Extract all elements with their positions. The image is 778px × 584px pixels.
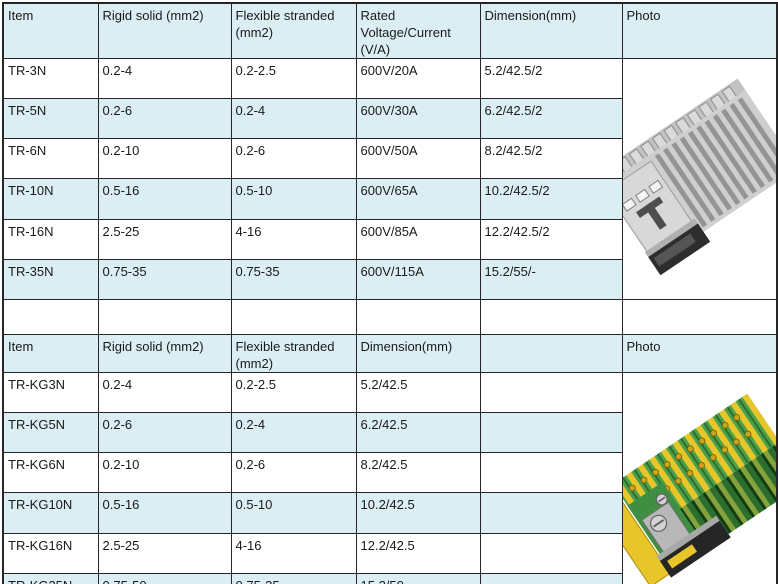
value-cell: 0.5-10: [230, 492, 357, 534]
header-cell-rigid-solid: Rigid solid (mm2): [97, 2, 232, 59]
item-cell: TR-KG10N: [2, 492, 99, 534]
value-cell: 0.2-4: [230, 98, 357, 140]
item-cell: TR-KG3N: [2, 371, 99, 414]
header-cell-flexible-stranded: Flexible stranded (mm2): [230, 2, 357, 59]
table-row: TR-3N 0.2-4 0.2-2.5 600V/20A 5.2/42.5/2: [2, 57, 778, 300]
value-cell: 600V/20A: [355, 57, 481, 100]
value-cell: 0.75-35: [97, 258, 232, 301]
blank-cell: [479, 492, 623, 534]
table-row: TR-KG35N 0.75-50 0.75-35 15.2/50: [2, 572, 777, 584]
value-cell: 8.2/42.5/2: [479, 138, 623, 180]
value-cell: 5.2/42.5/2: [479, 57, 623, 100]
item-cell: TR-KG16N: [2, 532, 99, 574]
header-cell-blank: [479, 334, 623, 373]
table2-header-row: Item Rigid solid (mm2) Flexible stranded…: [2, 334, 778, 373]
value-cell: 12.2/42.5/2: [479, 218, 623, 260]
item-cell: TR-16N: [2, 218, 99, 260]
blank-cell: [479, 532, 623, 574]
item-cell: TR-3N: [2, 57, 99, 100]
item-cell: TR-KG35N: [2, 572, 99, 584]
value-cell: 2.5-25: [97, 532, 232, 574]
value-cell: 6.2/42.5/2: [479, 98, 623, 140]
value-cell: 2.5-25: [97, 218, 232, 260]
table-row: TR-KG3N 0.2-4 0.2-2.5 5.2/42.5: [2, 371, 778, 584]
value-cell: 0.2-4: [97, 57, 232, 100]
header-cell-item: Item: [2, 2, 99, 59]
value-cell: 0.2-2.5: [230, 57, 357, 100]
value-cell: 600V/30A: [355, 98, 481, 140]
value-cell: 0.2-4: [97, 371, 232, 414]
blank-cell: [479, 572, 623, 584]
spacer-row: [2, 299, 778, 335]
value-cell: 0.5-16: [97, 492, 232, 534]
spacer-cell: [97, 299, 232, 335]
spacer-cell: [2, 299, 99, 335]
blank-cell: [479, 452, 623, 494]
item-cell: TR-6N: [2, 138, 99, 180]
value-cell: 0.2-2.5: [230, 371, 357, 414]
value-cell: 0.75-35: [230, 572, 357, 584]
value-cell: 0.2-4: [230, 412, 357, 454]
value-cell: 10.2/42.5/2: [479, 178, 623, 220]
value-cell: 0.5-10: [230, 178, 357, 220]
header-cell-flexible-stranded: Flexible stranded (mm2): [230, 334, 357, 373]
item-cell: TR-5N: [2, 98, 99, 140]
item-cell: TR-35N: [2, 258, 99, 301]
value-cell: 15.2/55/-: [479, 258, 623, 301]
value-cell: 15.2/50: [355, 572, 481, 584]
value-cell: 0.2-6: [97, 98, 232, 140]
gray-terminal-block-photo: [623, 78, 776, 276]
table-row: TR-6N 0.2-10 0.2-6 600V/50A 8.2/42.5/2: [2, 138, 777, 180]
value-cell: 5.2/42.5: [355, 371, 481, 414]
header-cell-dimension: Dimension(mm): [355, 334, 481, 373]
value-cell: 6.2/42.5: [355, 412, 481, 454]
header-cell-photo: Photo: [621, 2, 778, 59]
value-cell: 0.2-10: [97, 452, 232, 494]
spacer-cell: [479, 299, 623, 335]
item-cell: TR-10N: [2, 178, 99, 220]
value-cell: 4-16: [230, 218, 357, 260]
header-cell-rated-voltage-current: Rated Voltage/Current (V/A): [355, 2, 481, 59]
value-cell: 0.2-6: [230, 138, 357, 180]
header-cell-photo: Photo: [621, 334, 778, 373]
value-cell: 12.2/42.5: [355, 532, 481, 574]
value-cell: 0.2-6: [97, 412, 232, 454]
header-cell-dimension: Dimension(mm): [479, 2, 623, 59]
value-cell: 0.2-10: [97, 138, 232, 180]
spacer-cell: [621, 299, 778, 335]
value-cell: 0.2-6: [230, 452, 357, 494]
value-cell: 0.5-16: [97, 178, 232, 220]
item-cell: TR-KG5N: [2, 412, 99, 454]
blank-cell: [479, 412, 623, 454]
value-cell: 10.2/42.5: [355, 492, 481, 534]
photo-cell-gray-terminal-block: [621, 58, 778, 300]
value-cell: 600V/85A: [355, 218, 481, 260]
value-cell: 4-16: [230, 532, 357, 574]
header-cell-rigid-solid: Rigid solid (mm2): [97, 334, 232, 373]
value-cell: 600V/115A: [355, 258, 481, 301]
table1-header-row: Item Rigid solid (mm2) Flexible stranded…: [2, 2, 778, 59]
value-cell: 0.75-50: [97, 572, 232, 584]
spacer-cell: [230, 299, 357, 335]
blank-cell: [479, 371, 623, 414]
green-yellow-terminal-block-photo: [623, 393, 776, 584]
item-cell: TR-KG6N: [2, 452, 99, 494]
value-cell: 600V/50A: [355, 138, 481, 180]
value-cell: 8.2/42.5: [355, 452, 481, 494]
value-cell: 600V/65A: [355, 178, 481, 220]
header-cell-item: Item: [2, 334, 99, 373]
spacer-cell: [355, 299, 481, 335]
value-cell: 0.75-35: [230, 258, 357, 301]
photo-cell-green-yellow-terminal-block: [621, 372, 778, 584]
